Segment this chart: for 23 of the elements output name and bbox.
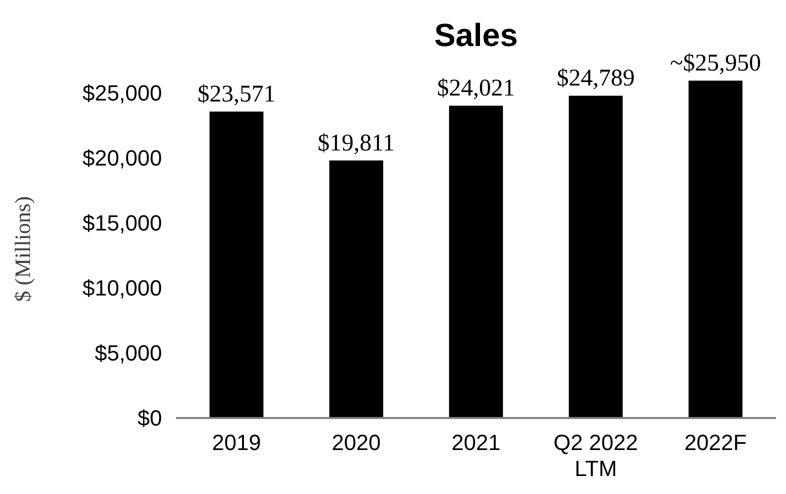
data-label: $24,789 bbox=[556, 66, 635, 92]
bar bbox=[688, 80, 742, 418]
data-label: $19,811 bbox=[318, 130, 395, 156]
x-tick-label: 2021 bbox=[452, 430, 500, 455]
x-tick-label: 2020 bbox=[332, 430, 381, 455]
chart-title: Sales bbox=[434, 17, 518, 53]
y-tick-label: $10,000 bbox=[82, 276, 162, 301]
y-tick-label: $5,000 bbox=[94, 340, 162, 366]
data-label: $23,571 bbox=[197, 82, 276, 108]
bar bbox=[210, 112, 264, 418]
bar bbox=[329, 160, 384, 418]
y-tick-label: $15,000 bbox=[82, 210, 162, 236]
x-tick-label: 2022F bbox=[684, 430, 747, 455]
bar bbox=[449, 106, 503, 418]
y-tick-label: $20,000 bbox=[82, 146, 162, 171]
data-label: $24,021 bbox=[437, 76, 515, 102]
x-tick-label: Q2 2022 LTM bbox=[554, 430, 638, 481]
y-tick-label: $0 bbox=[138, 406, 162, 431]
x-tick-label: 2019 bbox=[212, 430, 261, 455]
bar bbox=[568, 96, 623, 418]
y-axis-title: $ (Millions) bbox=[10, 196, 35, 302]
data-label: ~$25,950 bbox=[670, 50, 762, 77]
y-tick-label: $25,000 bbox=[82, 80, 162, 106]
